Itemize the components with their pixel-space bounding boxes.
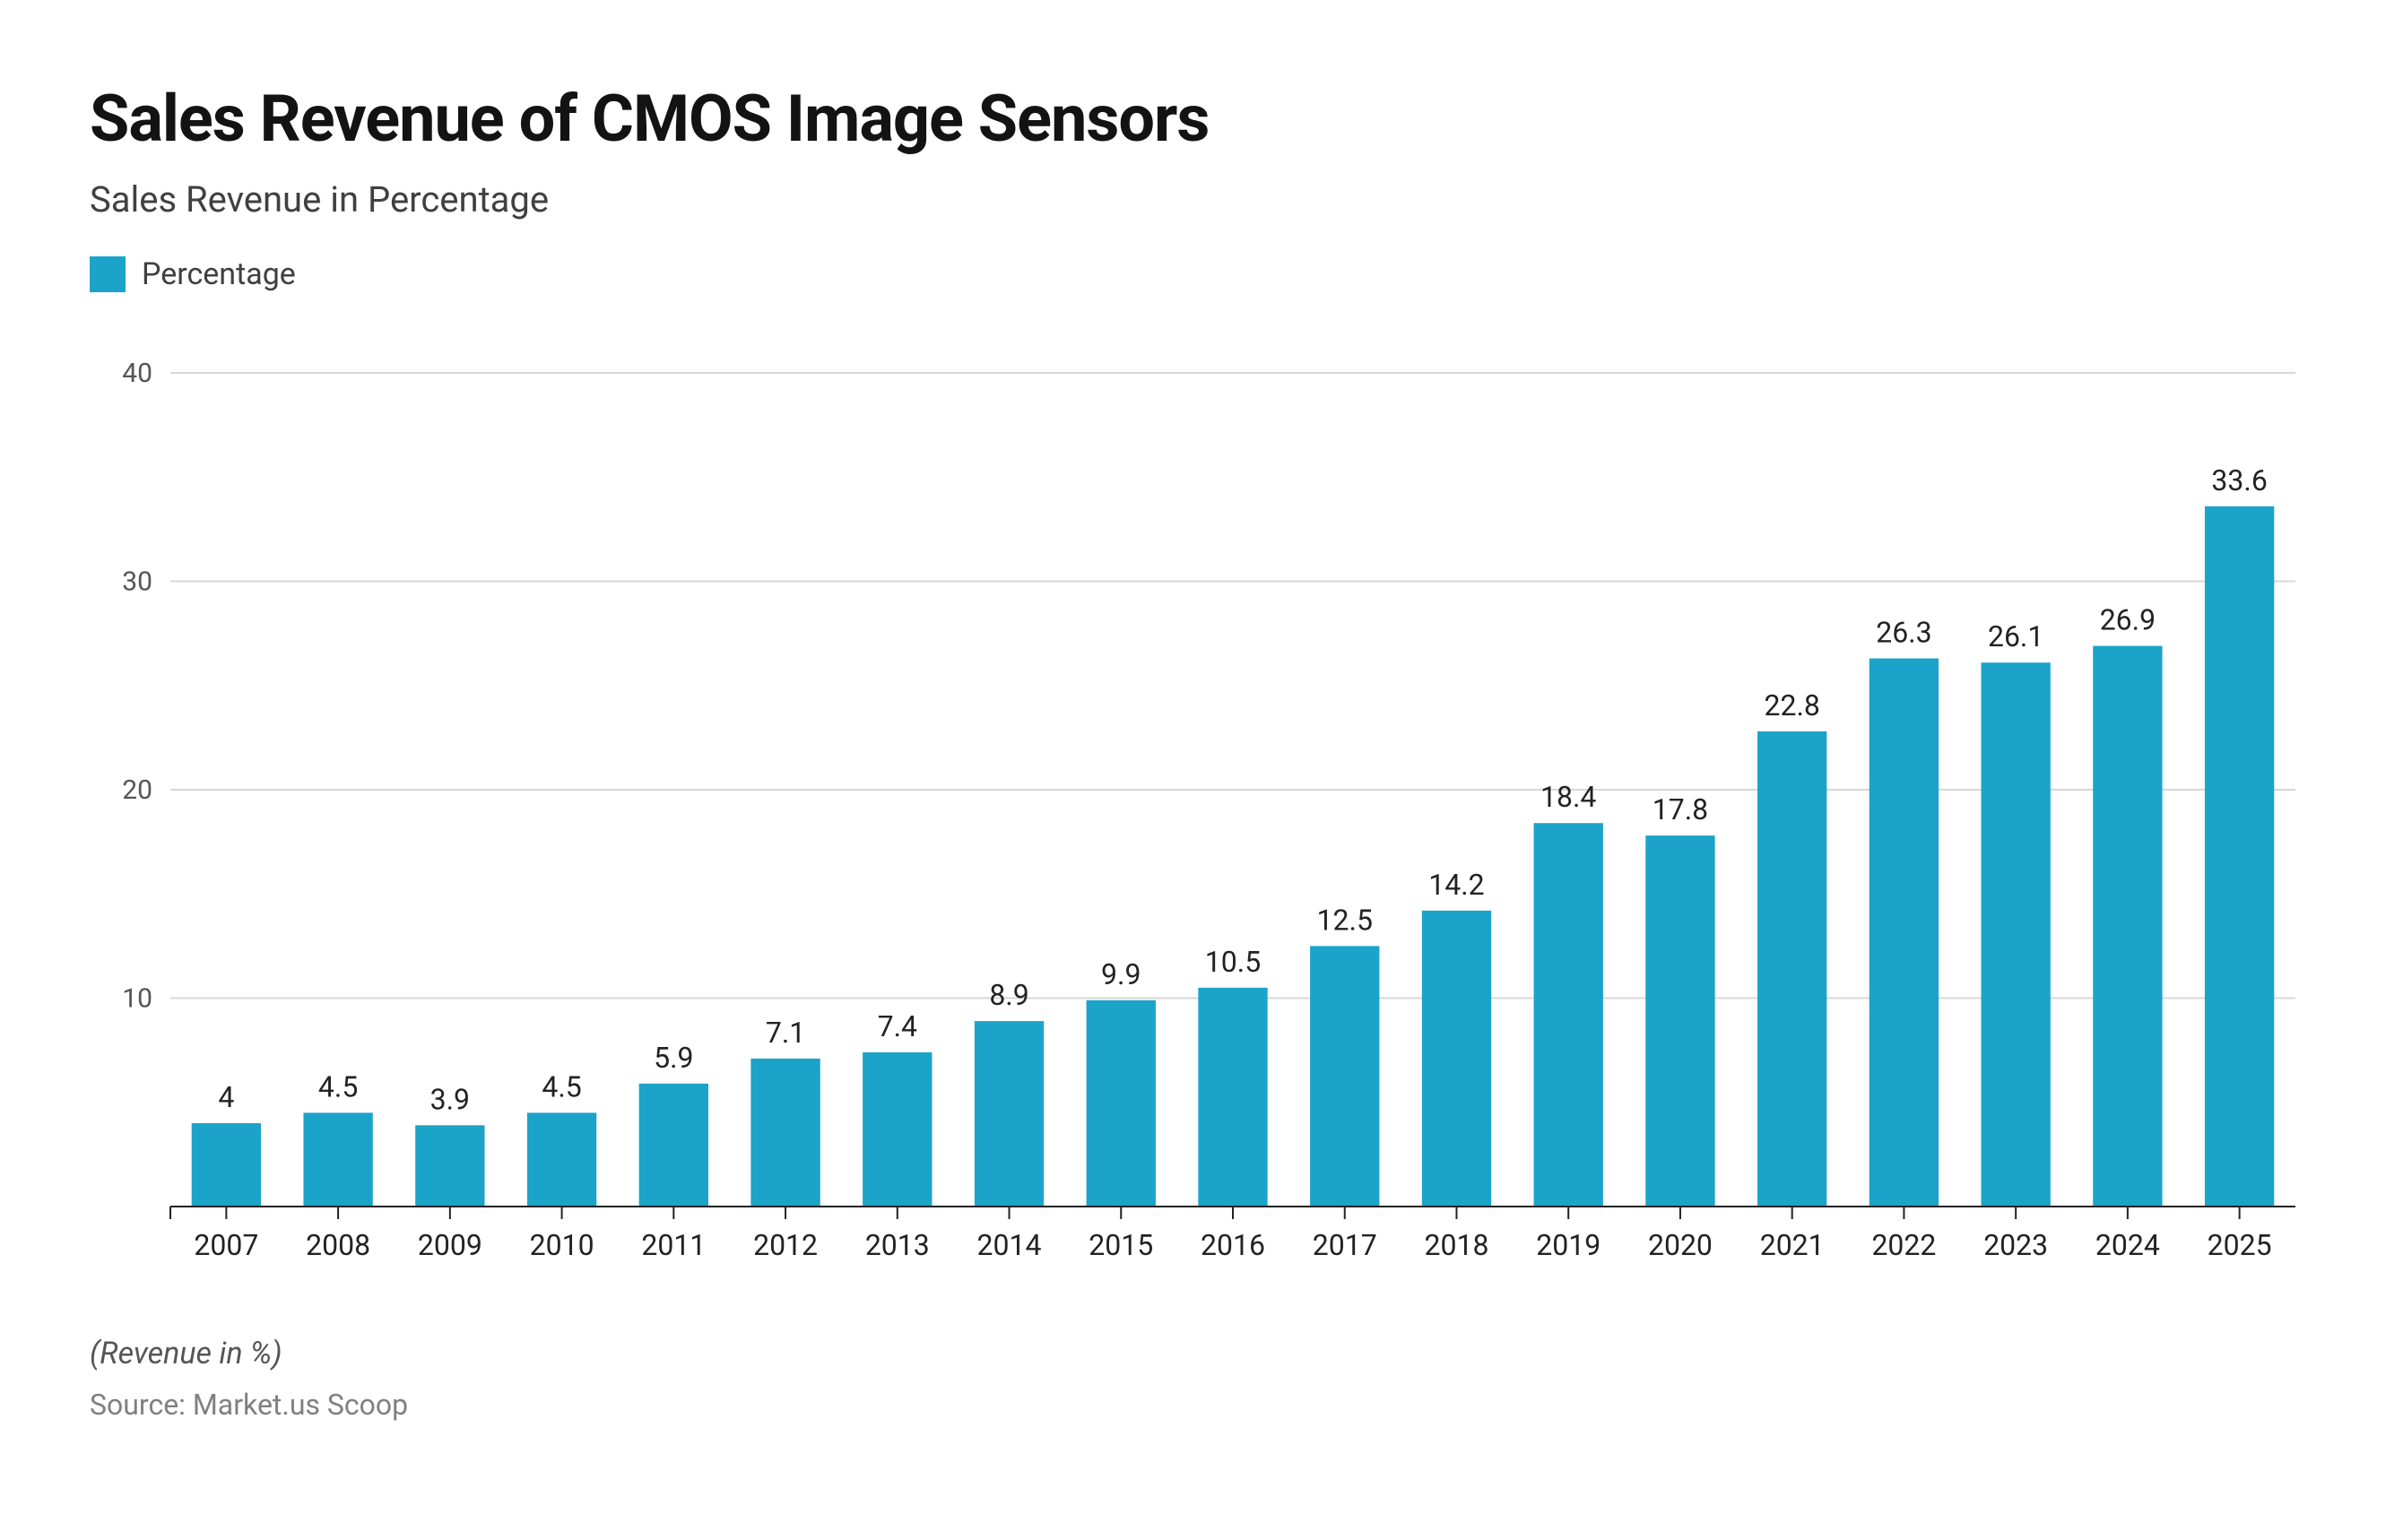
chart-area: 10 20 30 40 4 2007 4.5 2008 3.9 2009 4.5 2010 5.9 201… [90, 355, 2313, 1291]
bar-value-label: 26.3 [1876, 616, 1931, 650]
svg-text:30: 30 [122, 567, 152, 598]
legend-label: Percentage [142, 256, 296, 292]
x-tick-label: 2017 [1313, 1228, 1377, 1262]
x-tick-label: 2014 [977, 1228, 1042, 1262]
svg-text:20: 20 [122, 774, 152, 806]
bar [1757, 731, 1826, 1207]
bar [639, 1084, 708, 1207]
bar-value-label: 3.9 [430, 1082, 470, 1116]
bar-value-label: 10.5 [1205, 945, 1261, 979]
chart-title: Sales Revenue of CMOS Image Sensors [90, 81, 2313, 157]
bar-chart: 10 20 30 40 4 2007 4.5 2008 3.9 2009 4.5 2010 5.9 201… [90, 355, 2313, 1287]
x-tick-label: 2023 [1983, 1228, 2048, 1262]
x-tick-label: 2010 [530, 1228, 594, 1262]
footnote: (Revenue in %) [90, 1336, 2313, 1371]
x-tick-label: 2008 [306, 1228, 370, 1262]
bar-value-label: 22.8 [1764, 688, 1819, 722]
bar-value-label: 4.5 [318, 1069, 358, 1103]
bar [2205, 506, 2274, 1207]
bar [527, 1112, 596, 1207]
bar [863, 1052, 932, 1207]
bar [1422, 911, 1491, 1207]
x-tick-label: 2025 [2208, 1228, 2272, 1262]
bar-value-label: 7.4 [878, 1009, 917, 1043]
bar [1645, 835, 1714, 1207]
bar [1869, 659, 1939, 1207]
x-tick-label: 2016 [1201, 1228, 1265, 1262]
svg-text:10: 10 [122, 983, 152, 1015]
x-tick-label: 2007 [194, 1228, 258, 1262]
svg-text:40: 40 [122, 358, 152, 389]
x-tick-label: 2024 [2095, 1228, 2160, 1262]
bar-value-label: 26.9 [2100, 603, 2156, 637]
bar-value-label: 4.5 [542, 1069, 581, 1103]
bar [192, 1123, 261, 1207]
x-tick-label: 2012 [753, 1228, 818, 1262]
bar [975, 1021, 1044, 1207]
source-line: Source: Market.us Scoop [90, 1388, 2313, 1422]
bar-value-label: 5.9 [654, 1041, 693, 1075]
bar [1310, 946, 1379, 1207]
x-tick-label: 2013 [865, 1228, 930, 1262]
bar [1198, 988, 1267, 1207]
bar-value-label: 14.2 [1428, 868, 1484, 902]
bar-value-label: 7.1 [766, 1016, 805, 1050]
bar-value-label: 9.9 [1101, 957, 1141, 991]
bar [303, 1112, 372, 1207]
bar [2093, 646, 2162, 1207]
x-tick-label: 2009 [418, 1228, 482, 1262]
x-tick-label: 2020 [1648, 1228, 1713, 1262]
x-tick-label: 2011 [641, 1228, 706, 1262]
legend-swatch [90, 256, 126, 292]
chart-page: Sales Revenue of CMOS Image Sensors Sale… [0, 0, 2403, 1540]
bar [750, 1059, 820, 1207]
bar [415, 1125, 484, 1207]
x-tick-label: 2022 [1871, 1228, 1936, 1262]
bar-value-label: 12.5 [1317, 903, 1373, 937]
bar-value-label: 33.6 [2211, 463, 2267, 497]
chart-subtitle: Sales Revenue in Percentage [90, 178, 2313, 221]
bar-value-label: 8.9 [989, 978, 1028, 1012]
bar [1534, 823, 1603, 1207]
bar [1087, 1000, 1156, 1207]
bar-value-label: 4 [218, 1080, 234, 1114]
bar-value-label: 17.8 [1653, 792, 1708, 826]
bar-value-label: 26.1 [1988, 619, 2043, 653]
bar-value-label: 18.4 [1540, 780, 1596, 814]
x-tick-label: 2018 [1425, 1228, 1489, 1262]
x-tick-label: 2021 [1760, 1228, 1825, 1262]
legend: Percentage [90, 256, 2313, 292]
x-tick-label: 2019 [1536, 1228, 1601, 1262]
x-tick-label: 2015 [1089, 1228, 1153, 1262]
bar [1981, 662, 2050, 1207]
